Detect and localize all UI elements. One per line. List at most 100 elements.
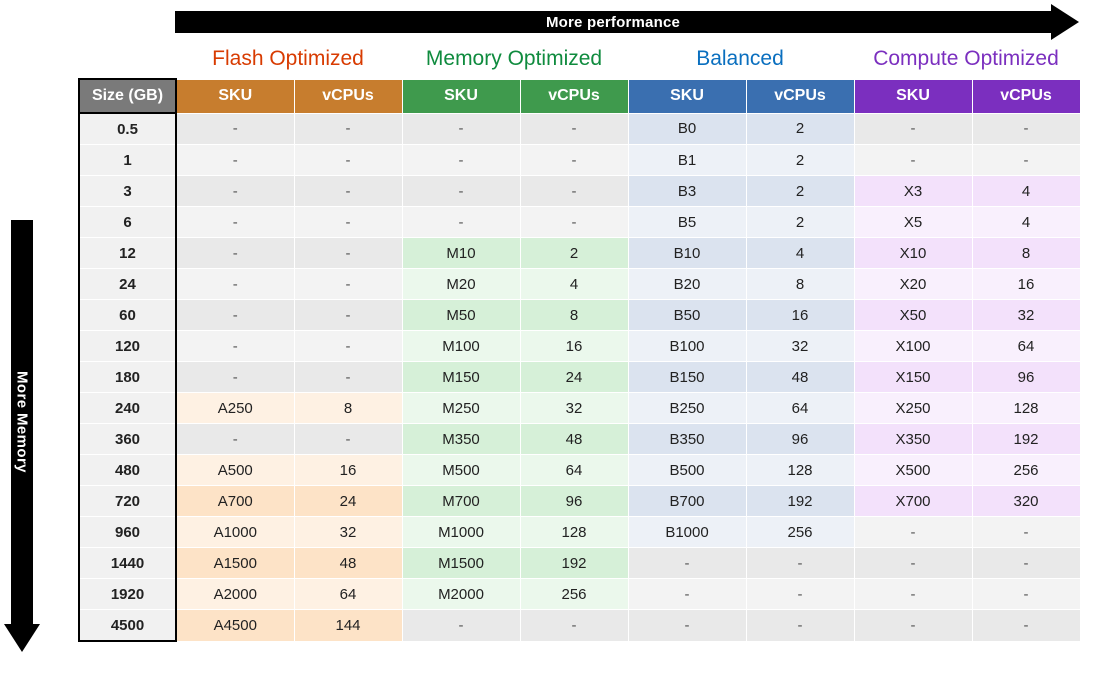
vcpu-cell-compute: 8 <box>972 238 1080 269</box>
sku-cell-balanced: B500 <box>628 455 746 486</box>
empty-cell: - <box>176 300 294 331</box>
column-header-size: Size (GB) <box>79 79 176 113</box>
vcpu-cell-balanced: 4 <box>746 238 854 269</box>
sku-cell-compute: X700 <box>854 486 972 517</box>
sku-cell-memory: M1500 <box>402 548 520 579</box>
vcpu-cell-compute: 64 <box>972 331 1080 362</box>
sku-cell-flash: A500 <box>176 455 294 486</box>
column-header-sku-memory: SKU <box>402 79 520 113</box>
empty-cell: - <box>628 579 746 610</box>
vcpu-cell-compute: 4 <box>972 207 1080 238</box>
table-row: 180--M15024B15048X15096 <box>79 362 1080 393</box>
size-cell: 180 <box>79 362 176 393</box>
sku-cell-balanced: B0 <box>628 113 746 145</box>
vcpu-cell-memory: 16 <box>520 331 628 362</box>
empty-cell: - <box>972 579 1080 610</box>
vcpu-cell-flash: 144 <box>294 610 402 642</box>
sku-cell-flash: A1500 <box>176 548 294 579</box>
vcpu-cell-flash: 8 <box>294 393 402 424</box>
empty-cell: - <box>402 610 520 642</box>
vcpu-cell-memory: 256 <box>520 579 628 610</box>
vcpu-cell-balanced: 2 <box>746 145 854 176</box>
sku-cell-memory: M1000 <box>402 517 520 548</box>
vcpu-cell-memory: 8 <box>520 300 628 331</box>
sku-cell-flash: A1000 <box>176 517 294 548</box>
memory-axis-label: More Memory <box>11 220 33 624</box>
size-cell: 120 <box>79 331 176 362</box>
sku-cell-compute: X3 <box>854 176 972 207</box>
arrow-down-icon <box>4 624 40 652</box>
vcpu-cell-flash: 24 <box>294 486 402 517</box>
vcpu-cell-balanced: 16 <box>746 300 854 331</box>
empty-cell: - <box>402 145 520 176</box>
table-row: 4500A4500144------ <box>79 610 1080 642</box>
vcpu-cell-compute: 32 <box>972 300 1080 331</box>
size-cell: 1920 <box>79 579 176 610</box>
size-cell: 0.5 <box>79 113 176 145</box>
empty-cell: - <box>854 579 972 610</box>
sku-cell-flash: A2000 <box>176 579 294 610</box>
empty-cell: - <box>294 145 402 176</box>
empty-cell: - <box>294 424 402 455</box>
empty-cell: - <box>972 548 1080 579</box>
size-cell: 6 <box>79 207 176 238</box>
table-row: 6----B52X54 <box>79 207 1080 238</box>
empty-cell: - <box>854 113 972 145</box>
table-row: 1920A200064M2000256---- <box>79 579 1080 610</box>
empty-cell: - <box>176 238 294 269</box>
vcpu-cell-balanced: 192 <box>746 486 854 517</box>
table-row: 720A70024M70096B700192X700320 <box>79 486 1080 517</box>
sku-cell-memory: M700 <box>402 486 520 517</box>
table-row: 240A2508M25032B25064X250128 <box>79 393 1080 424</box>
sku-cell-memory: M150 <box>402 362 520 393</box>
empty-cell: - <box>294 331 402 362</box>
sku-cell-balanced: B10 <box>628 238 746 269</box>
table-row: 360--M35048B35096X350192 <box>79 424 1080 455</box>
size-cell: 24 <box>79 269 176 300</box>
sku-cell-balanced: B50 <box>628 300 746 331</box>
sku-cell-balanced: B3 <box>628 176 746 207</box>
column-header-vcpu-balanced: vCPUs <box>746 79 854 113</box>
empty-cell: - <box>294 362 402 393</box>
table-row: 12--M102B104X108 <box>79 238 1080 269</box>
empty-cell: - <box>176 269 294 300</box>
performance-axis-label: More performance <box>175 11 1051 33</box>
sku-cell-compute: X350 <box>854 424 972 455</box>
empty-cell: - <box>294 269 402 300</box>
vcpu-cell-balanced: 64 <box>746 393 854 424</box>
empty-cell: - <box>176 362 294 393</box>
sku-cell-balanced: B100 <box>628 331 746 362</box>
sku-cell-compute: X150 <box>854 362 972 393</box>
empty-cell: - <box>294 176 402 207</box>
sku-cell-memory: M20 <box>402 269 520 300</box>
sku-cell-flash: A4500 <box>176 610 294 642</box>
empty-cell: - <box>972 145 1080 176</box>
empty-cell: - <box>972 517 1080 548</box>
sku-table: Size (GB)SKUvCPUsSKUvCPUsSKUvCPUsSKUvCPU… <box>78 78 1081 642</box>
table-row: 120--M10016B10032X10064 <box>79 331 1080 362</box>
vcpu-cell-memory: 192 <box>520 548 628 579</box>
vcpu-cell-balanced: 8 <box>746 269 854 300</box>
table-row: 3----B32X34 <box>79 176 1080 207</box>
empty-cell: - <box>294 113 402 145</box>
size-cell: 960 <box>79 517 176 548</box>
sku-cell-compute: X250 <box>854 393 972 424</box>
size-cell: 480 <box>79 455 176 486</box>
sku-cell-balanced: B700 <box>628 486 746 517</box>
empty-cell: - <box>520 113 628 145</box>
vcpu-cell-flash: 64 <box>294 579 402 610</box>
table-row: 0.5----B02-- <box>79 113 1080 145</box>
category-label-balanced: Balanced <box>627 44 853 74</box>
empty-cell: - <box>176 424 294 455</box>
vcpu-cell-balanced: 256 <box>746 517 854 548</box>
vcpu-cell-compute: 96 <box>972 362 1080 393</box>
sku-cell-compute: X50 <box>854 300 972 331</box>
empty-cell: - <box>746 548 854 579</box>
vcpu-cell-memory: 48 <box>520 424 628 455</box>
vcpu-cell-balanced: 96 <box>746 424 854 455</box>
empty-cell: - <box>628 548 746 579</box>
column-header-sku-flash: SKU <box>176 79 294 113</box>
table-row: 960A100032M1000128B1000256-- <box>79 517 1080 548</box>
column-header-vcpu-memory: vCPUs <box>520 79 628 113</box>
empty-cell: - <box>402 207 520 238</box>
